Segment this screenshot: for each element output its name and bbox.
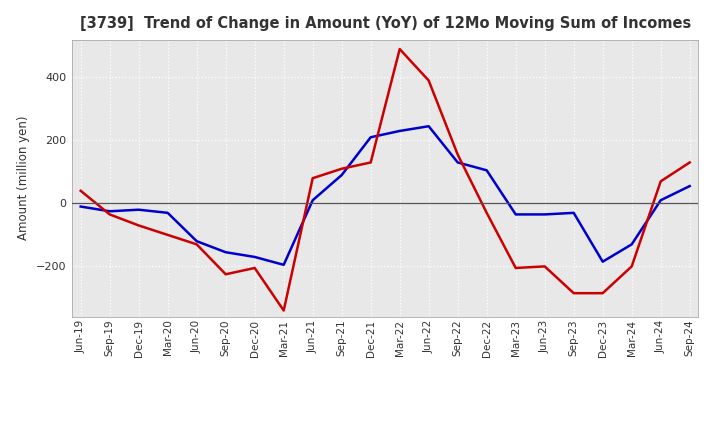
Net Income bbox=[135, 223, 143, 228]
Ordinary Income bbox=[105, 209, 114, 214]
Net Income bbox=[105, 212, 114, 217]
Ordinary Income bbox=[279, 262, 288, 268]
Net Income bbox=[541, 264, 549, 269]
Ordinary Income bbox=[192, 238, 201, 244]
Ordinary Income bbox=[570, 210, 578, 216]
Line: Ordinary Income: Ordinary Income bbox=[81, 126, 690, 265]
Net Income bbox=[685, 160, 694, 165]
Ordinary Income bbox=[657, 198, 665, 203]
Ordinary Income bbox=[424, 124, 433, 129]
Net Income bbox=[482, 210, 491, 216]
Ordinary Income bbox=[135, 207, 143, 213]
Net Income bbox=[424, 78, 433, 83]
Ordinary Income bbox=[395, 128, 404, 134]
Ordinary Income bbox=[511, 212, 520, 217]
Net Income bbox=[251, 265, 259, 271]
Net Income bbox=[598, 290, 607, 296]
Ordinary Income bbox=[366, 135, 375, 140]
Net Income bbox=[366, 160, 375, 165]
Ordinary Income bbox=[482, 168, 491, 173]
Net Income bbox=[395, 46, 404, 51]
Ordinary Income bbox=[163, 210, 172, 216]
Line: Net Income: Net Income bbox=[81, 49, 690, 311]
Title: [3739]  Trend of Change in Amount (YoY) of 12Mo Moving Sum of Incomes: [3739] Trend of Change in Amount (YoY) o… bbox=[80, 16, 690, 32]
Ordinary Income bbox=[251, 254, 259, 260]
Ordinary Income bbox=[541, 212, 549, 217]
Ordinary Income bbox=[338, 172, 346, 178]
Net Income bbox=[76, 188, 85, 194]
Net Income bbox=[221, 271, 230, 277]
Y-axis label: Amount (million yen): Amount (million yen) bbox=[17, 116, 30, 240]
Net Income bbox=[570, 290, 578, 296]
Ordinary Income bbox=[454, 160, 462, 165]
Net Income bbox=[192, 242, 201, 247]
Net Income bbox=[454, 152, 462, 157]
Ordinary Income bbox=[598, 259, 607, 264]
Ordinary Income bbox=[76, 204, 85, 209]
Net Income bbox=[279, 308, 288, 313]
Ordinary Income bbox=[221, 249, 230, 255]
Ordinary Income bbox=[308, 198, 317, 203]
Ordinary Income bbox=[685, 183, 694, 189]
Net Income bbox=[511, 265, 520, 271]
Net Income bbox=[338, 166, 346, 172]
Net Income bbox=[308, 176, 317, 181]
Net Income bbox=[163, 232, 172, 238]
Net Income bbox=[657, 179, 665, 184]
Net Income bbox=[627, 264, 636, 269]
Ordinary Income bbox=[627, 242, 636, 247]
